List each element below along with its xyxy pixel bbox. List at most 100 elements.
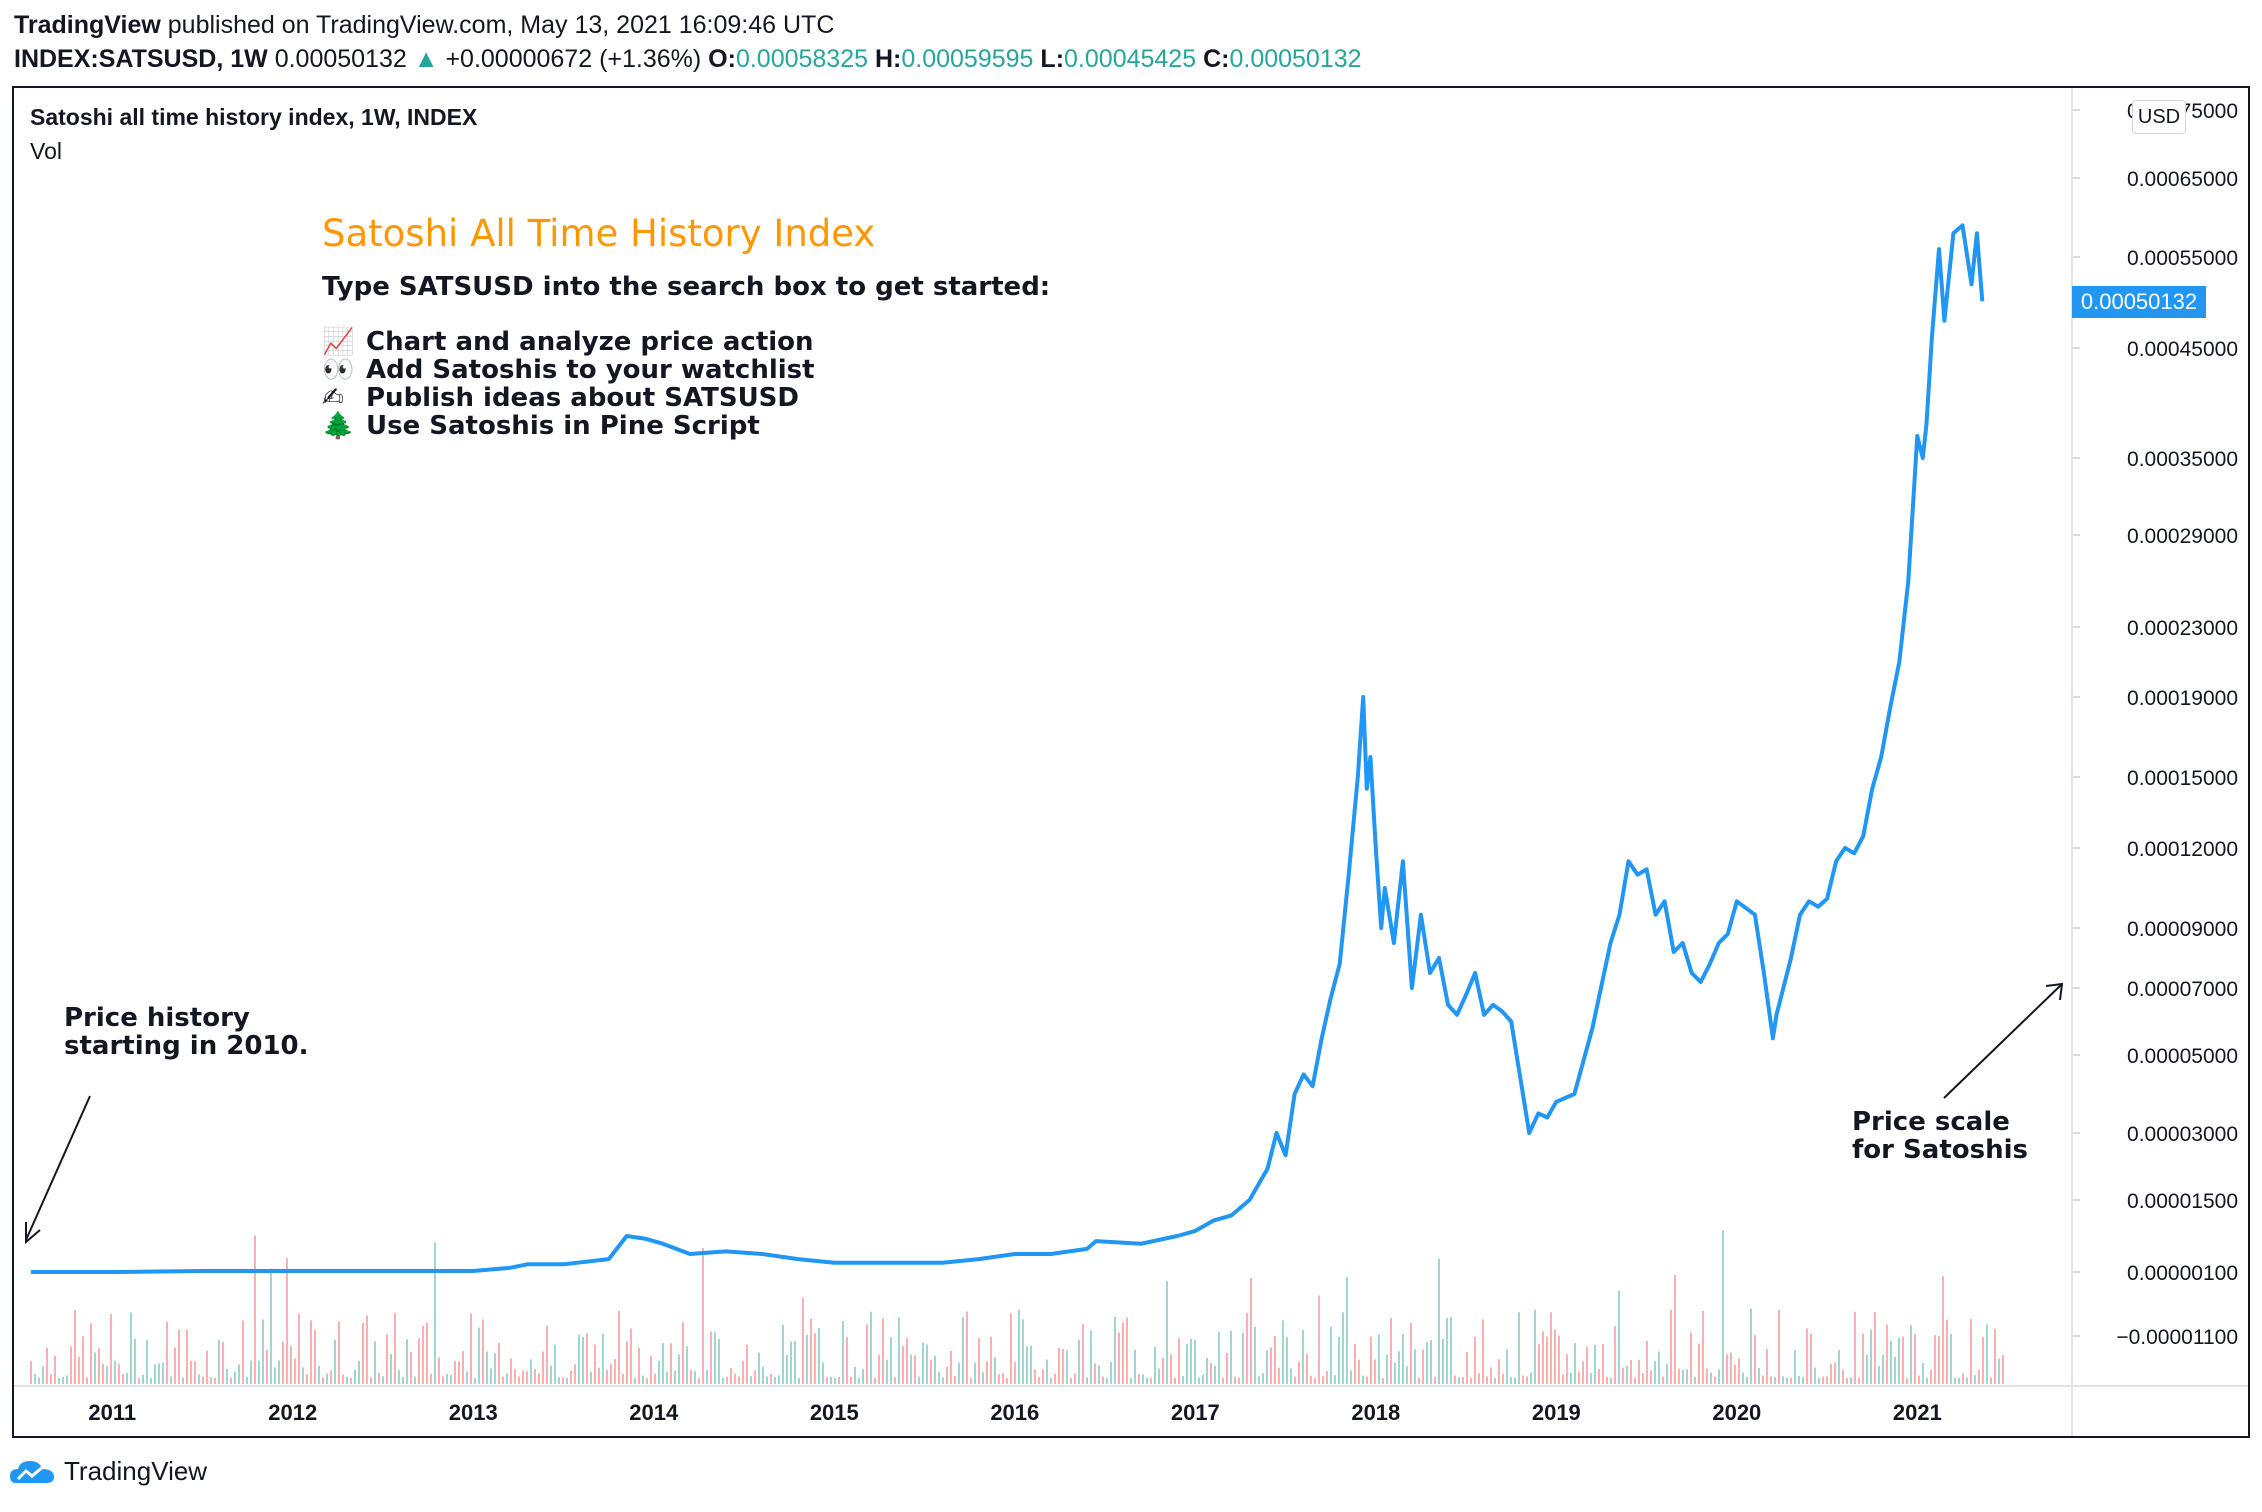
volume-bar [850,1376,852,1384]
footer-brand[interactable]: TradingView [8,1456,207,1487]
volume-bar [474,1377,476,1384]
price-line[interactable] [31,223,1985,1274]
volume-bar [1698,1343,1700,1384]
volume-bar [1690,1332,1692,1384]
volume-bar [1662,1376,1664,1384]
volume-bar [1650,1370,1652,1384]
volume-bar [1110,1362,1112,1384]
volume-bar [214,1377,216,1384]
volume-bar [1370,1336,1372,1384]
volume-bar [1094,1363,1096,1384]
volume-bar [338,1321,340,1384]
volume-bar [1014,1362,1016,1384]
volume-bar [1010,1313,1012,1384]
volume-bar [194,1361,196,1384]
volume-bar [626,1341,628,1384]
volume-bar [294,1358,296,1384]
volume-bar [486,1351,488,1384]
volume-bar [1066,1350,1068,1384]
volume-bar [918,1376,920,1384]
volume-bar [1730,1352,1732,1384]
chart-frame[interactable] [12,86,2250,1438]
volume-bar [754,1370,756,1384]
volume-bar [1926,1377,1928,1384]
volume-bar [1038,1377,1040,1384]
volume-bar [90,1323,92,1384]
volume-bar [1274,1336,1276,1384]
volume-bar [1814,1367,1816,1384]
volume-bar [1046,1359,1048,1384]
currency-button[interactable]: USD [2132,100,2186,134]
volume-bar [1642,1373,1644,1384]
volume-bar [1750,1308,1752,1384]
volume-bar [790,1341,792,1384]
volume-bar [1246,1313,1248,1384]
volume-bar [466,1371,468,1384]
volume-bar [1286,1337,1288,1384]
volume-bar [518,1376,520,1384]
volume-bar [1862,1333,1864,1384]
price-tick-label: 0.00015000 [2127,767,2238,790]
volume-bar [894,1377,896,1384]
volume-bar [54,1356,56,1384]
volume-bar [106,1366,108,1384]
volume-bar [1986,1324,1988,1384]
volume-bar [1746,1377,1748,1384]
volume-bar [318,1365,320,1384]
open-label: O: [708,45,736,73]
volume-bar [1326,1371,1328,1384]
volume-bar [794,1341,796,1384]
price-axis-ticks: 0.000750000.000650000.000550000.00045000… [2116,100,2238,1349]
volume-bar [1578,1371,1580,1384]
volume-bar [674,1370,676,1384]
volume-bar [738,1376,740,1384]
volume-bar [1950,1333,1952,1384]
tradingview-cloud-icon [10,1460,54,1483]
volume-bar [654,1373,656,1384]
volume-bar [702,1247,704,1384]
price-tick-label: 0.00065000 [2127,168,2238,191]
volume-bar [1330,1326,1332,1384]
volume-bar [558,1377,560,1384]
volume-bar [1386,1354,1388,1384]
volume-bar [458,1361,460,1384]
volume-bar [506,1373,508,1384]
volume-bar [1774,1376,1776,1384]
volume-bar [1290,1368,1292,1384]
volume-bar [1002,1373,1004,1384]
last-price: 0.00050132 [274,45,407,73]
volume-bar [682,1322,684,1384]
volume-bar [350,1377,352,1384]
volume-bar [1090,1330,1092,1384]
volume-bar [1442,1338,1444,1384]
volume-bar [174,1347,176,1384]
volume-bar [1154,1346,1156,1384]
volume-bar [642,1375,644,1384]
volume-bar [1566,1354,1568,1384]
volume-bar [1902,1336,1904,1384]
volume-bar [1786,1377,1788,1384]
volume-bar [1174,1377,1176,1384]
volume-bar [1070,1377,1072,1384]
volume-bar [874,1377,876,1384]
price-tick-label: 0.00005000 [2127,1045,2238,1068]
volume-bar [1178,1338,1180,1384]
volume-bar [946,1366,948,1384]
volume-bar [782,1324,784,1384]
volume-bar [1150,1377,1152,1384]
volume-bar [62,1376,64,1384]
volume-bar [202,1376,204,1384]
volume-bar [1930,1369,1932,1384]
volume-bar [978,1337,980,1384]
volume-bar [1766,1348,1768,1384]
volume-bar [1678,1368,1680,1384]
volume-bar [906,1338,908,1384]
volume-bar [1474,1336,1476,1384]
volume-bar [430,1373,432,1384]
price-tick-label: −0.00001100 [2116,1326,2238,1349]
volume-bar [722,1377,724,1384]
time-tick-label: 2013 [449,1400,498,1425]
volume-bar [1866,1354,1868,1384]
volume-bar [1434,1377,1436,1384]
